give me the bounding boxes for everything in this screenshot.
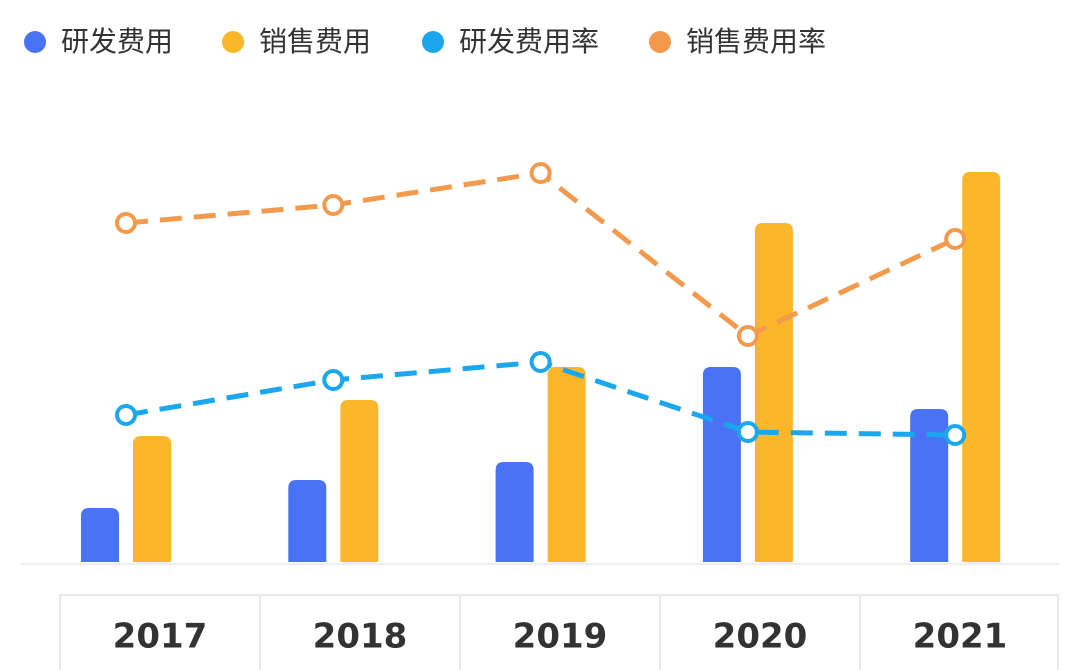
line-point (736, 325, 759, 347)
bar (754, 223, 793, 562)
legend-label: 研发费用率 (459, 25, 599, 58)
legend-label: 研发费用 (61, 25, 173, 58)
bar (547, 367, 586, 562)
bar (133, 436, 171, 562)
bar (81, 508, 119, 562)
bar (962, 172, 1001, 562)
legend-marker (24, 31, 46, 53)
bar (495, 462, 534, 562)
line-point (115, 212, 137, 234)
line-point (115, 404, 137, 426)
x-tick-label: 2017 (113, 617, 208, 657)
line-point (322, 369, 345, 391)
legend-label: 销售费用 (259, 25, 371, 58)
line (125, 170, 957, 339)
x-tick-label: 2019 (513, 617, 608, 657)
bar (288, 480, 327, 562)
line-point (736, 421, 759, 443)
x-tick-label: 2021 (913, 617, 1008, 657)
legend-marker (222, 31, 244, 53)
legend-label: 销售费用率 (686, 25, 826, 58)
line-point (322, 194, 345, 216)
bar (702, 367, 741, 562)
bar (340, 400, 379, 562)
legend-marker (649, 31, 671, 53)
x-tick-label: 2018 (313, 617, 408, 657)
line-point (529, 162, 552, 184)
legend-marker (422, 31, 444, 53)
line-point (944, 228, 967, 250)
year-table (59, 594, 1059, 670)
line-point (529, 351, 552, 373)
bar (910, 409, 949, 562)
x-tick-label: 2020 (713, 617, 808, 657)
line-point (944, 424, 967, 446)
